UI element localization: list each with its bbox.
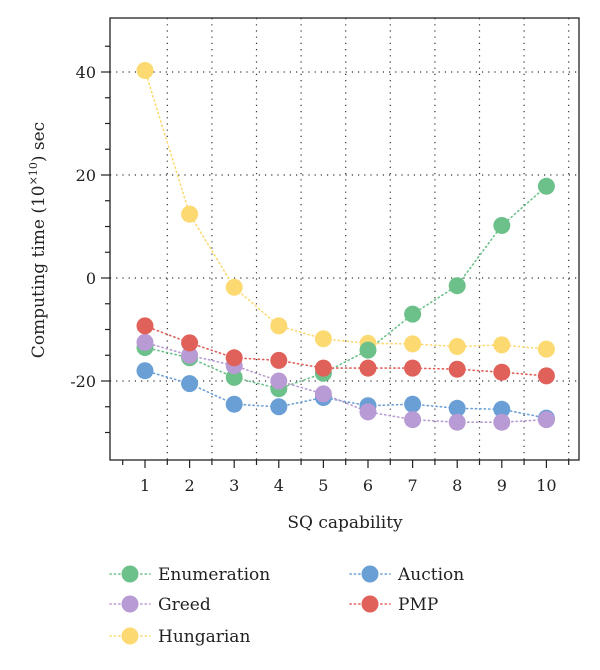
data-point-pmp — [448, 360, 466, 378]
y-axis-title-main: Computing time (10 — [29, 185, 49, 358]
series-line-hungarian — [144, 69, 548, 350]
series-points — [136, 62, 555, 431]
y-axis-title-suffix: ) sec — [29, 122, 49, 162]
legend-item-pmp: PMP — [349, 595, 438, 615]
grid-lines — [110, 18, 579, 460]
data-point-auction — [493, 400, 511, 418]
series-line-pmp — [144, 325, 548, 377]
data-point-greed — [493, 413, 511, 431]
legend-marker — [361, 595, 379, 613]
legend-label: Hungarian — [158, 627, 250, 647]
data-point-auction — [225, 395, 243, 413]
data-point-hungarian — [404, 335, 422, 353]
legend-item-auction: Auction — [349, 565, 464, 585]
legend-item-enumeration: Enumeration — [109, 565, 270, 585]
data-point-pmp — [493, 363, 511, 381]
data-point-greed — [359, 403, 377, 421]
data-point-pmp — [359, 359, 377, 377]
x-axis-title: SQ capability — [287, 513, 403, 533]
data-point-hungarian — [493, 336, 511, 354]
data-point-enumeration — [537, 177, 555, 195]
data-point-pmp — [181, 334, 199, 352]
x-tick-label: 2 — [185, 476, 195, 495]
x-tick-label: 3 — [229, 476, 239, 495]
legend-label: Greed — [158, 595, 211, 615]
data-point-pmp — [136, 317, 154, 335]
data-point-greed — [181, 346, 199, 364]
legend-marker — [121, 595, 139, 613]
legend-item-greed: Greed — [109, 595, 211, 615]
data-point-greed — [448, 413, 466, 431]
data-point-hungarian — [537, 340, 555, 358]
series-line-enumeration — [144, 185, 548, 390]
data-point-hungarian — [136, 62, 154, 79]
data-point-greed — [537, 411, 555, 429]
legend-item-hungarian: Hungarian — [109, 627, 250, 647]
data-point-hungarian — [448, 338, 466, 355]
data-point-greed — [314, 385, 332, 403]
series-lines — [144, 69, 548, 423]
data-point-hungarian — [181, 205, 199, 223]
axis-ticks: 1 2 3 4 5 6 7 8 9 10 -20 0 20 40 — [70, 45, 570, 495]
data-point-auction — [404, 395, 422, 413]
series-line-auction — [144, 369, 548, 419]
data-point-greed — [404, 411, 422, 429]
data-point-enumeration — [359, 341, 377, 359]
y-axis-title: Computing time (10×10) sec — [27, 122, 49, 358]
data-point-enumeration — [225, 368, 243, 386]
plot-frame — [109, 17, 580, 461]
x-tick-label: 6 — [363, 476, 373, 495]
series-line-greed — [144, 341, 548, 423]
data-point-greed — [270, 372, 288, 390]
data-point-pmp — [314, 359, 332, 377]
legend-marker — [121, 627, 139, 645]
data-point-pmp — [404, 359, 422, 377]
x-tick-label: 9 — [497, 476, 507, 495]
x-tick-label: 1 — [140, 476, 150, 495]
x-tick-label: 8 — [452, 476, 462, 495]
legend-label: Enumeration — [158, 565, 270, 585]
data-point-auction — [448, 399, 466, 417]
data-point-auction — [136, 362, 154, 380]
legend-marker — [361, 565, 379, 583]
legend-label: PMP — [398, 595, 438, 615]
x-tick-label: 4 — [274, 476, 284, 495]
data-point-pmp — [225, 349, 243, 367]
legend-label: Auction — [397, 565, 464, 585]
y-tick-label: 0 — [86, 269, 96, 288]
legend-marker — [121, 565, 139, 583]
data-point-hungarian — [270, 317, 288, 335]
legend: Enumeration Auction Greed PMP Hungarian — [109, 565, 464, 647]
data-point-auction — [181, 375, 199, 393]
data-point-greed — [136, 333, 154, 351]
data-point-enumeration — [493, 217, 511, 234]
y-tick-label: -20 — [70, 372, 96, 391]
data-point-auction — [270, 398, 288, 416]
data-point-pmp — [270, 351, 288, 369]
data-point-enumeration — [404, 305, 422, 323]
x-tick-label: 7 — [408, 476, 418, 495]
x-tick-label: 5 — [318, 476, 328, 495]
y-tick-label: 40 — [76, 63, 96, 82]
data-point-hungarian — [225, 278, 243, 296]
x-tick-label: 10 — [536, 476, 556, 495]
y-axis-title-superscript: ×10 — [27, 162, 40, 185]
y-tick-label: 20 — [76, 166, 96, 185]
data-point-pmp — [537, 367, 555, 385]
data-point-hungarian — [314, 330, 332, 348]
data-point-enumeration — [448, 277, 466, 295]
